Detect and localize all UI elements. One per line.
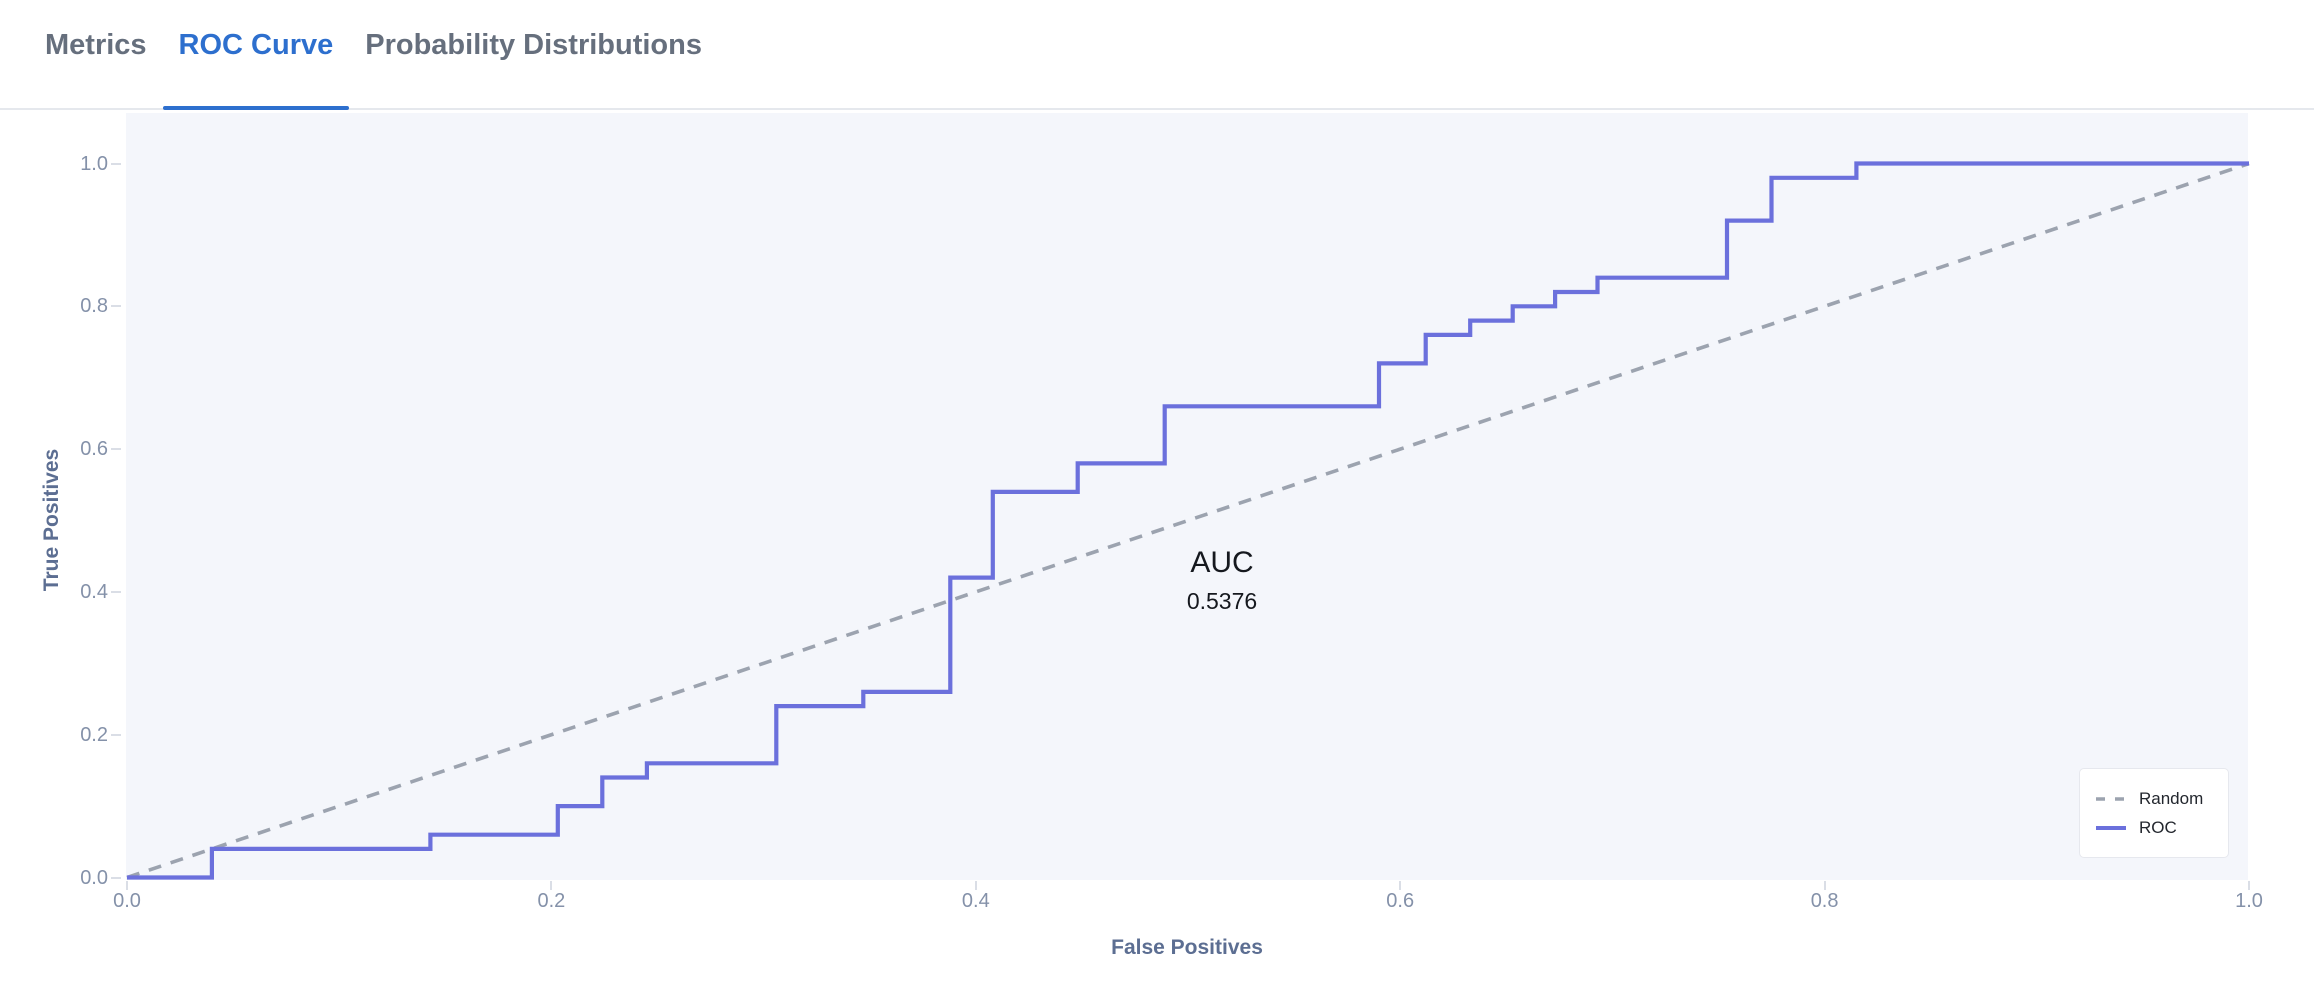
x-axis-tick bbox=[550, 881, 553, 890]
x-axis-tick-label: 0.6 bbox=[1386, 890, 1415, 912]
random-line bbox=[126, 161, 2250, 880]
y-axis-title: True Positives bbox=[40, 448, 63, 592]
x-axis-tick bbox=[2248, 881, 2250, 890]
plot-area bbox=[126, 113, 2250, 880]
x-axis-tick-label: 0.0 bbox=[113, 890, 141, 912]
y-axis-tick-label: 0.2 bbox=[80, 723, 108, 746]
legend-item-random[interactable]: Random bbox=[2096, 789, 2228, 809]
y-axis-tick bbox=[111, 448, 121, 451]
x-axis-tick-label: 0.4 bbox=[961, 890, 990, 912]
chart-legend: Random ROC bbox=[2079, 768, 2229, 858]
legend-label: Random bbox=[2139, 788, 2204, 808]
y-axis-tick-label: 0.8 bbox=[80, 295, 108, 318]
y-axis-tick bbox=[111, 876, 121, 879]
legend-roc-swatch-icon bbox=[2096, 825, 2126, 830]
x-axis-tick bbox=[1399, 881, 1402, 890]
roc-plot-svg bbox=[126, 161, 2250, 880]
y-axis-tick-label: 1.0 bbox=[80, 152, 108, 175]
auc-annotation-value: 0.5376 bbox=[1186, 587, 1258, 614]
x-axis-title: False Positives bbox=[1111, 936, 1263, 959]
y-axis-tick bbox=[111, 305, 121, 308]
tab-bar: Metrics ROC Curve Probability Distributi… bbox=[0, 0, 2314, 110]
x-axis-tick bbox=[974, 881, 977, 890]
roc-chart: True Positives False Positives AUC 0.537… bbox=[0, 112, 2314, 1002]
tab-probability-distributions[interactable]: Probability Distributions bbox=[365, 29, 702, 61]
y-axis-tick bbox=[111, 590, 121, 593]
y-axis-tick bbox=[111, 162, 121, 165]
legend-label: ROC bbox=[2139, 817, 2177, 837]
y-axis-tick bbox=[111, 733, 121, 736]
roc-line bbox=[127, 161, 2249, 880]
y-axis-tick-label: 0.6 bbox=[80, 438, 108, 461]
y-axis-tick-label: 0.4 bbox=[80, 580, 108, 603]
y-axis-tick-label: 0.0 bbox=[80, 866, 108, 889]
legend-random-swatch-icon bbox=[2096, 796, 2126, 801]
auc-annotation: AUC 0.5376 bbox=[1142, 546, 1302, 614]
x-axis-tick-label: 1.0 bbox=[2235, 890, 2263, 912]
x-axis-tick-label: 0.2 bbox=[537, 890, 566, 912]
tab-roc-curve[interactable]: ROC Curve bbox=[162, 0, 350, 110]
x-axis-tick-label: 0.8 bbox=[1810, 890, 1839, 912]
legend-item-roc[interactable]: ROC bbox=[2096, 818, 2228, 838]
x-axis-tick bbox=[126, 881, 128, 890]
x-axis-tick bbox=[1823, 881, 1826, 890]
auc-annotation-label: AUC bbox=[1190, 546, 1254, 579]
tab-metrics[interactable]: Metrics bbox=[45, 29, 147, 61]
